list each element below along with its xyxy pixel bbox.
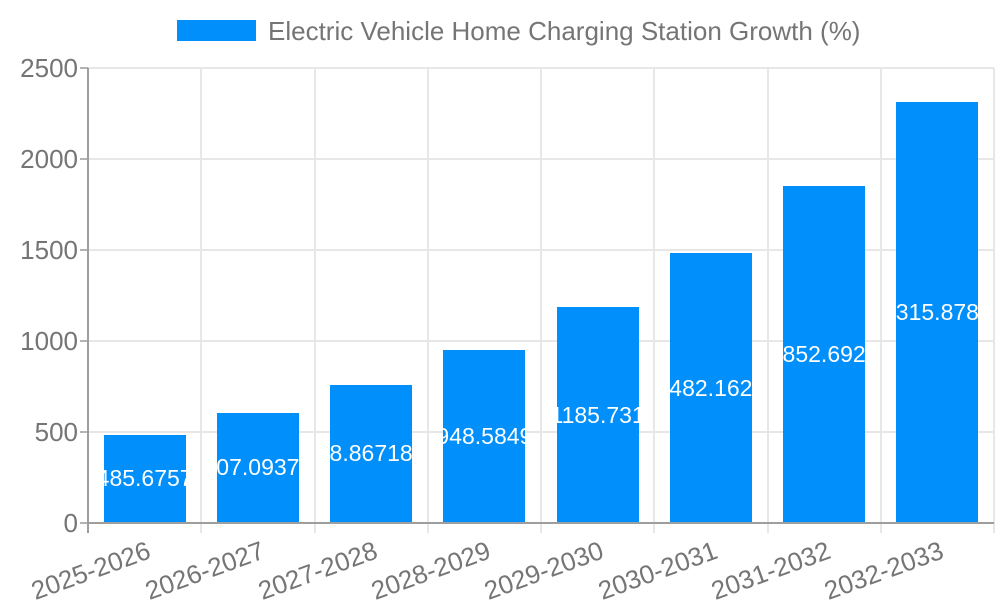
- bar-value-label: 758.8671875: [330, 440, 413, 467]
- bar-value-label: 485.6757: [104, 465, 186, 492]
- gridline-vertical: [313, 68, 316, 533]
- x-axis-tick-label: 2027-2028: [253, 535, 382, 600]
- gridline-vertical: [993, 68, 995, 533]
- legend-label[interactable]: Electric Vehicle Home Charging Station G…: [268, 16, 861, 46]
- bar-value-label: 948.5849: [443, 423, 525, 450]
- y-axis-line: [87, 68, 89, 533]
- y-axis-tick: [80, 67, 88, 69]
- y-axis-tick: [80, 431, 88, 433]
- bar[interactable]: 1185.731: [556, 307, 639, 523]
- bar[interactable]: 1852.6924: [783, 185, 866, 523]
- y-axis-tick-label: 500: [34, 417, 78, 447]
- x-axis-tick-label: 2025-2026: [27, 535, 155, 600]
- y-axis-tick: [80, 249, 88, 251]
- y-axis-tick: [80, 158, 88, 160]
- bar[interactable]: 948.5849: [443, 350, 526, 523]
- bar[interactable]: 485.6757: [103, 434, 186, 523]
- x-axis-tick-label: 2030-2031: [593, 535, 721, 600]
- y-axis-tick-label: 0: [63, 508, 78, 538]
- y-axis-tick-label: 2000: [20, 144, 78, 174]
- bar[interactable]: 758.8671875: [330, 384, 413, 523]
- y-axis-tick: [80, 522, 88, 524]
- y-axis-tick-label: 1000: [20, 326, 78, 356]
- legend: Electric Vehicle Home Charging Station G…: [0, 0, 1000, 52]
- x-axis-line: [88, 522, 994, 524]
- bar-value-label: 1185.731: [557, 401, 639, 428]
- gridline-vertical: [540, 68, 542, 533]
- y-axis-tick-label: 2500: [20, 53, 78, 83]
- bar-value-label: 607.09375: [216, 454, 299, 481]
- x-axis-tick-label: 2032-2033: [820, 535, 948, 600]
- bar-value-label: 1852.6924: [783, 340, 866, 367]
- gridline-vertical: [653, 68, 656, 533]
- bar[interactable]: 607.09375: [216, 412, 299, 523]
- x-axis-tick-label: 2028-2029: [367, 535, 495, 600]
- x-axis-tick-label: 2031-2032: [706, 535, 835, 600]
- x-axis-tick-label: 2029-2030: [480, 535, 608, 600]
- x-axis-tick-label: 2026-2027: [140, 535, 268, 600]
- gridline-vertical: [426, 68, 429, 533]
- y-axis-tick: [80, 340, 88, 342]
- legend-marker[interactable]: [177, 20, 256, 41]
- gridline-vertical: [766, 68, 769, 533]
- gridline-vertical: [200, 68, 203, 533]
- gridline-vertical: [879, 68, 882, 533]
- y-axis-tick-label: 1500: [20, 235, 78, 265]
